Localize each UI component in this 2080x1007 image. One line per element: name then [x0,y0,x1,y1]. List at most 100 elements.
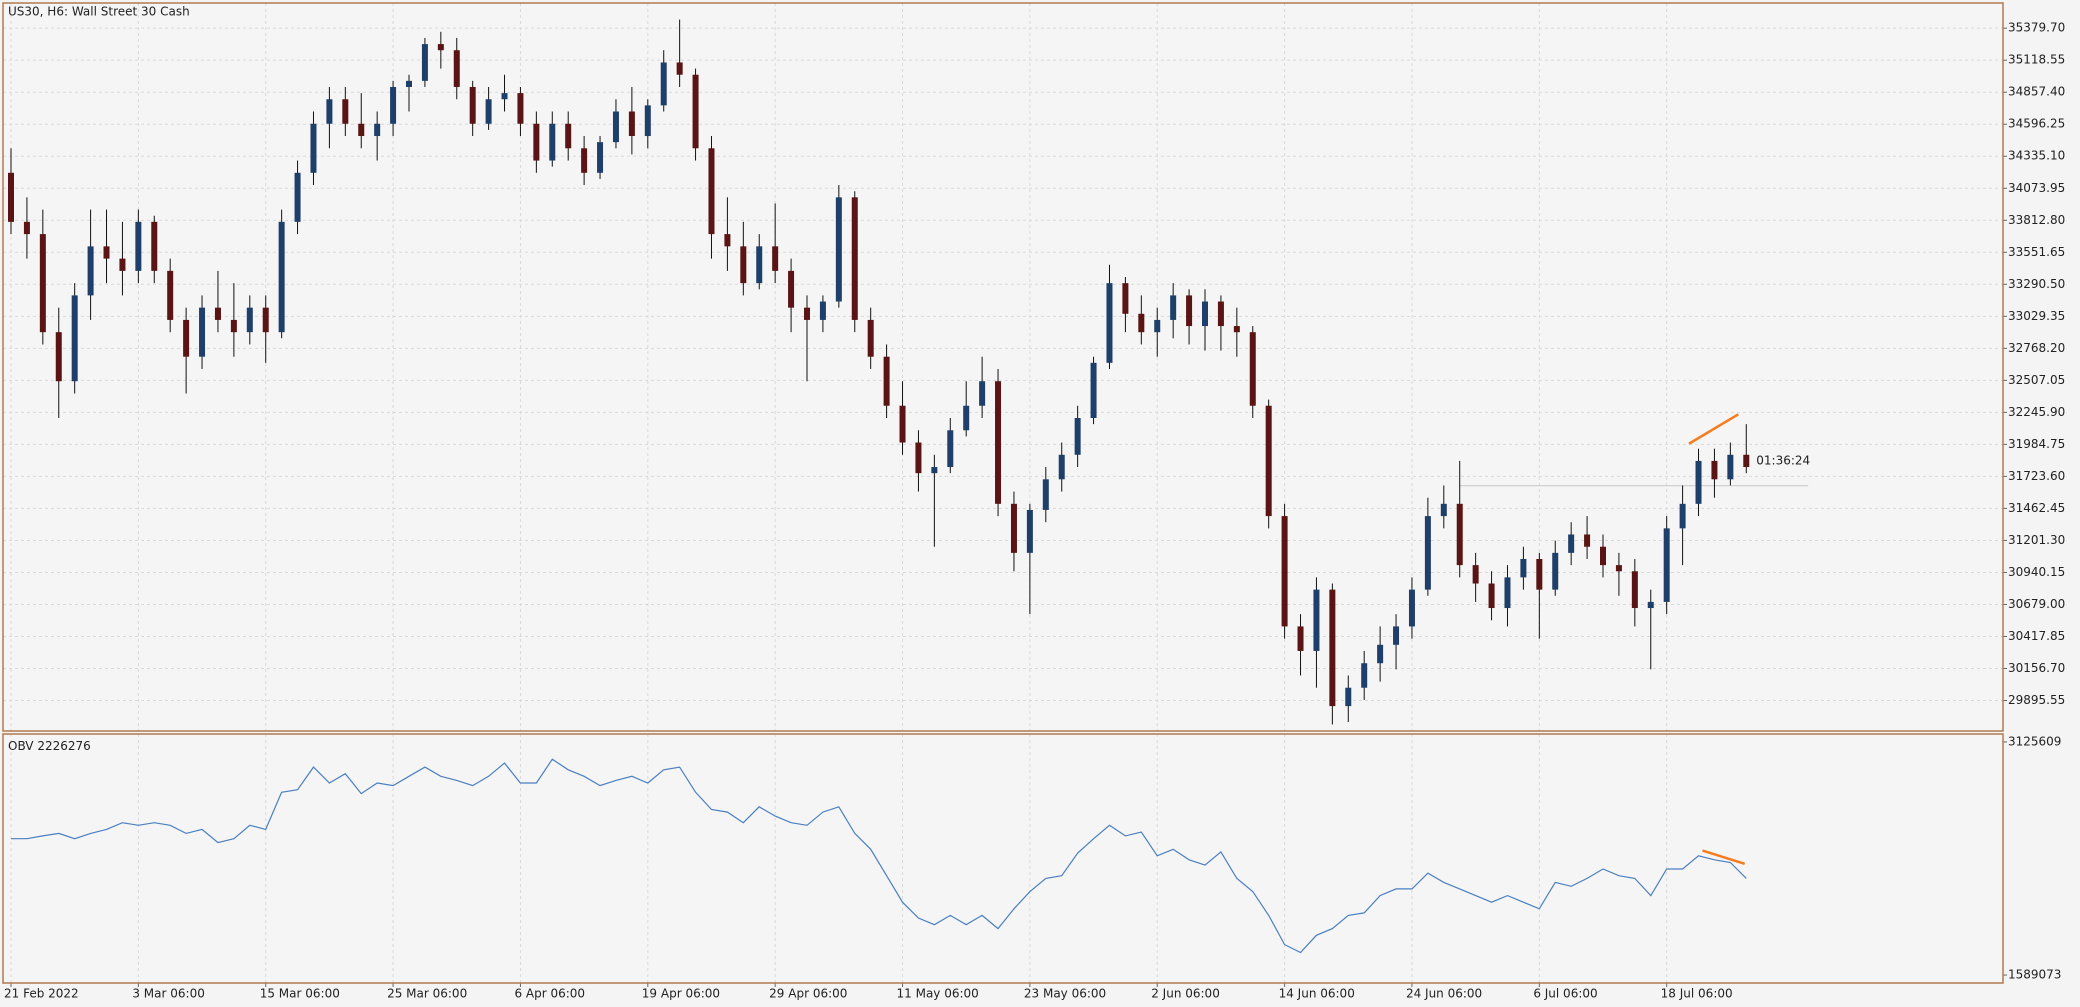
candle-body [1440,503,1447,517]
x-tick-label: 23 May 06:00 [1024,987,1106,1001]
candle-body [1313,589,1320,651]
candle-body [342,99,349,124]
y-tick-label: 31723.60 [2008,469,2065,483]
candle-body [1663,528,1670,602]
candle-body [1600,546,1606,566]
candle-body [214,307,221,320]
candle-body [644,105,651,137]
candle-body [135,221,142,271]
obv-name: OBV [8,739,34,753]
candle-body [1217,301,1224,327]
candle-body [1122,283,1129,314]
chart-title: US30, H6: Wall Street 30 Cash [8,5,190,19]
candle-body [1297,626,1304,651]
y-tick-label: 33812.80 [2008,213,2065,227]
candle-body [660,62,667,106]
candle-body [1058,454,1065,480]
candle-body [246,307,253,333]
candle-body [867,319,874,357]
countdown: 01:36:24 [1756,454,1810,468]
candle-body [1202,301,1208,327]
trendline [1688,413,1739,445]
obv-frame [2,733,2004,984]
candle-body [1138,313,1145,333]
y-tick-label: 32245.90 [2008,405,2065,419]
candle-body [8,172,14,222]
y-tick-label: 34073.95 [2008,181,2065,195]
candle-body [1170,295,1177,320]
candle-body [1281,516,1288,627]
y-tick-label: 34335.10 [2008,149,2065,163]
candle-body [1090,362,1097,419]
candle-body [230,319,237,333]
candle-body [883,356,890,406]
candle-body [1408,589,1415,627]
x-tick-label: 14 Jun 06:00 [1279,987,1355,1001]
y-tick-label: 33290.50 [2008,277,2065,291]
x-tick-label: 25 Mar 06:00 [387,987,467,1001]
candle-body [963,405,970,431]
candle-body [437,44,444,51]
y-tick-label: 34857.40 [2008,85,2065,99]
candle-body [1584,534,1591,547]
x-tick-label: 21 Feb 2022 [4,987,79,1001]
candle-body [931,467,938,474]
candle-body [979,381,986,406]
price-panel [3,3,2003,731]
candle-body [39,234,46,333]
y-tick-label: 30156.70 [2008,661,2065,675]
candle-body [1568,534,1575,553]
candle-body [995,381,1002,504]
obv-value: 2226276 [37,739,90,753]
y-tick-label: 31984.75 [2008,437,2065,451]
candle-body [1504,577,1511,609]
y-tick-label: 32768.20 [2008,341,2065,355]
candle-body [1249,332,1256,406]
plot-layer: 21 Feb 2022 3 Mar 06:00 15 Mar 06:00 25 Mar… [3,3,2065,1001]
candle-body [406,80,412,87]
candle-body [1424,516,1431,590]
candle-body [183,319,190,357]
candle-body [1154,319,1161,333]
candle-body [294,172,301,222]
candle-body [565,123,572,149]
candle-body [1265,405,1272,517]
obv-panel [3,734,2003,983]
candle-body [772,246,779,271]
candle-body [724,234,731,247]
candle-body [1456,503,1463,566]
candle-body [628,111,635,137]
candle-body [1552,552,1559,590]
candle-body [199,307,206,357]
candle-body [1695,460,1702,504]
x-tick-label: 3 Mar 06:00 [132,987,205,1001]
y-tick-label: 34596.25 [2008,117,2065,131]
candle-body [119,258,126,271]
y-tick-label: 33551.65 [2008,245,2065,259]
candle-body [549,123,556,161]
candle-body [1520,558,1527,578]
candle-body [517,93,524,124]
candle-body [1393,626,1400,645]
candle-body [1106,283,1113,363]
candle-body [899,405,906,443]
candle-body [1010,503,1017,553]
candle-body [87,246,94,296]
x-tick-label: 11 May 06:00 [897,987,979,1001]
x-tick-label: 18 Jul 06:00 [1661,987,1733,1001]
y-tick-label: 32507.05 [2008,373,2065,387]
candle-body [835,197,842,302]
candle-body [485,99,492,124]
x-tick-label: 19 Apr 06:00 [642,987,720,1001]
y-tick-label: 31201.30 [2008,533,2065,547]
candle-body [167,270,174,320]
obv-line [11,758,1747,954]
x-tick-label: 15 Mar 06:00 [260,987,340,1001]
candle-body [453,50,460,87]
candle-body [1361,663,1368,688]
candle-body [1233,326,1240,333]
candle-body [1679,503,1686,529]
candle-body [1647,601,1654,609]
